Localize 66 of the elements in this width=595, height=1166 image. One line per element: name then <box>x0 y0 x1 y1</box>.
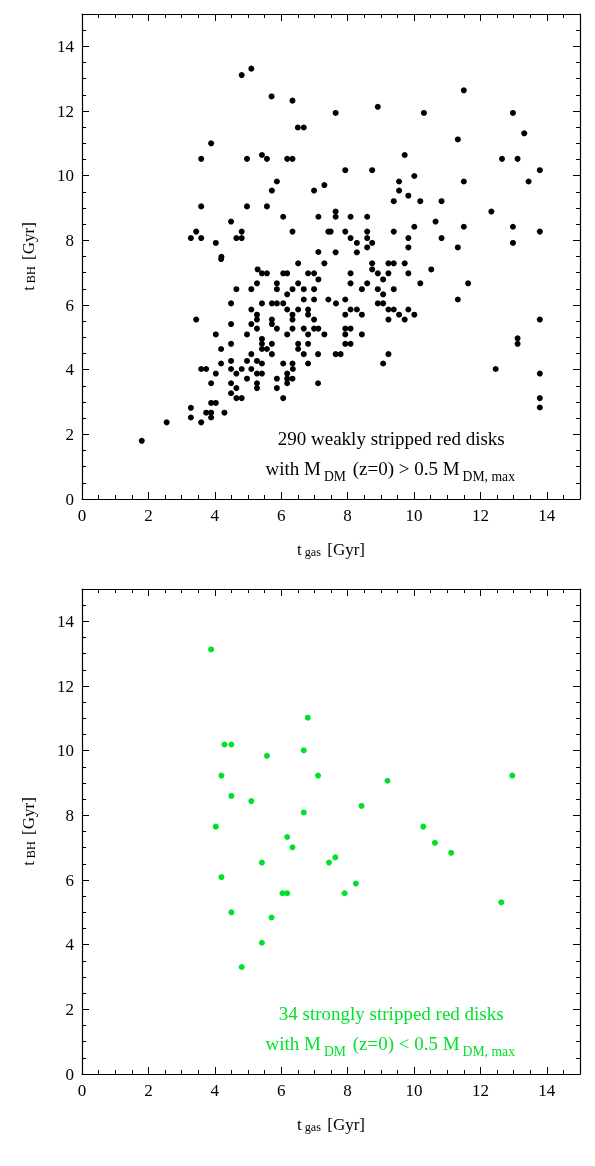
y-tick-label: 12 <box>57 676 74 696</box>
y-tick-label: 4 <box>65 935 75 955</box>
y-axis-title: tBH [Gyr] <box>19 222 38 291</box>
x-tick-label: 8 <box>343 1081 352 1100</box>
x-tick-label: 4 <box>210 1081 220 1100</box>
point <box>358 802 365 809</box>
x-axis-title: tgas [Gyr] <box>296 1115 366 1134</box>
x-tick-label: 8 <box>343 506 352 525</box>
point <box>284 834 291 840</box>
point <box>326 859 333 866</box>
y-tick-label: 12 <box>57 101 74 121</box>
point <box>228 909 235 916</box>
y-tick-label: 0 <box>65 489 74 509</box>
point <box>300 809 307 816</box>
point <box>248 798 255 805</box>
y-tick-label: 10 <box>57 166 74 186</box>
x-tick-label: 4 <box>210 506 220 525</box>
point <box>304 714 311 721</box>
point <box>238 963 245 970</box>
y-tick-label: 0 <box>65 1064 74 1084</box>
y-tick-label: 14 <box>57 611 75 631</box>
y-tick-label: 2 <box>65 424 74 444</box>
x-tick-label: 0 <box>77 1081 87 1100</box>
x-tick-label: 10 <box>405 506 423 525</box>
point <box>258 859 265 866</box>
point <box>218 772 225 779</box>
x-tick-label: 6 <box>276 1081 286 1100</box>
point <box>300 747 307 754</box>
point <box>332 854 339 861</box>
y-tick-label: 6 <box>65 870 74 890</box>
point <box>218 874 225 881</box>
y-tick-label: 6 <box>65 295 74 315</box>
x-tick-label: 0 <box>77 506 87 525</box>
x-tick-label: 10 <box>405 1081 423 1100</box>
point <box>498 899 505 906</box>
y-tick-label: 10 <box>57 741 74 761</box>
y-tick-label: 8 <box>65 230 74 250</box>
y-tick-label: 14 <box>57 36 75 56</box>
point <box>221 741 228 748</box>
x-tick-label: 2 <box>144 506 153 525</box>
x-tick-label: 12 <box>471 506 489 525</box>
x-axis-title: tgas [Gyr] <box>296 540 366 559</box>
point <box>268 914 275 921</box>
y-tick-label: 8 <box>65 805 74 825</box>
point <box>431 839 438 846</box>
point <box>228 792 235 799</box>
x-tick-label: 2 <box>144 1081 153 1100</box>
y-axis-title: tBH [Gyr] <box>19 797 38 866</box>
point <box>228 741 235 748</box>
point <box>263 752 270 759</box>
point <box>341 890 348 897</box>
point <box>258 939 265 946</box>
point <box>212 823 219 830</box>
point <box>448 849 455 856</box>
point <box>208 646 215 653</box>
point <box>384 777 391 784</box>
x-tick-label: 14 <box>538 1081 556 1100</box>
x-tick-label: 14 <box>538 506 556 525</box>
y-tick-label: 4 <box>65 360 75 380</box>
point <box>315 772 322 779</box>
point <box>352 880 359 887</box>
x-tick-label: 6 <box>276 506 286 525</box>
point <box>420 823 427 830</box>
x-tick-label: 12 <box>471 1081 489 1100</box>
y-tick-label: 2 <box>65 999 74 1019</box>
point <box>284 890 291 897</box>
